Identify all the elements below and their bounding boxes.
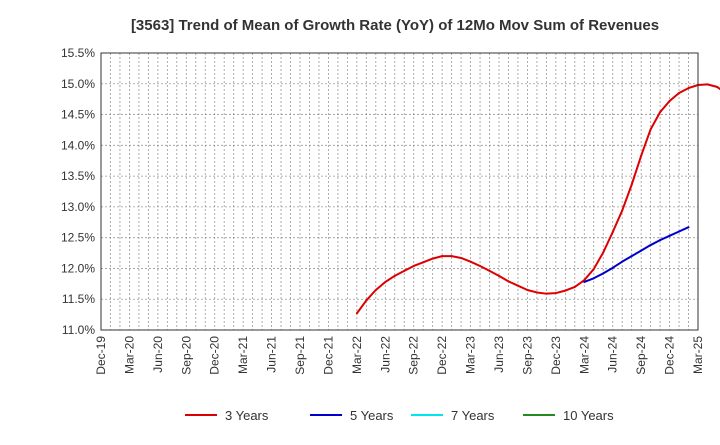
x-tick-label: Mar-25 (691, 336, 705, 374)
data-point (365, 299, 368, 302)
data-point (384, 280, 387, 283)
data-point (592, 277, 595, 280)
data-point (403, 269, 406, 272)
data-point (479, 264, 482, 267)
x-tick-label: Mar-24 (577, 336, 591, 374)
x-tick-label: Dec-22 (435, 336, 449, 375)
data-point (535, 291, 538, 294)
data-point (602, 272, 605, 275)
data-point (649, 128, 652, 131)
y-tick-label: 14.0% (61, 138, 95, 152)
x-tick-label: Jun-24 (606, 336, 620, 373)
x-tick-label: Dec-19 (94, 336, 108, 375)
x-tick-label: Jun-20 (151, 336, 165, 373)
x-tick-label: Jun-21 (265, 336, 279, 373)
data-series (355, 83, 720, 315)
y-tick-label: 11.5% (62, 292, 95, 306)
x-tick-label: Sep-24 (634, 336, 648, 375)
x-axis: Dec-19 Mar-20 Jun-20 Sep-20 Dec-20 Mar-21 Jun-… (94, 336, 705, 375)
data-point (687, 87, 690, 90)
legend-label: 10 Years (563, 408, 614, 423)
data-point (611, 266, 614, 269)
data-point (516, 284, 519, 287)
data-point (526, 288, 529, 291)
x-tick-label: Sep-21 (293, 336, 307, 375)
data-point (592, 268, 595, 271)
x-tick-label: Mar-21 (236, 336, 250, 374)
data-point (507, 280, 510, 283)
x-tick-label: Mar-23 (464, 336, 478, 374)
data-point (422, 261, 425, 264)
y-tick-label: 13.0% (61, 200, 95, 214)
x-tick-label: Dec-21 (321, 336, 335, 375)
data-point (355, 312, 358, 315)
data-point (431, 257, 434, 260)
data-point (678, 92, 681, 95)
data-point (678, 230, 681, 233)
data-point (554, 292, 557, 295)
data-point (545, 292, 548, 295)
data-point (469, 260, 472, 263)
data-point (640, 249, 643, 252)
x-tick-label: Sep-20 (179, 336, 193, 375)
x-tick-label: Mar-22 (350, 336, 364, 374)
chart-title: [3563] Trend of Mean of Growth Rate (YoY… (131, 17, 659, 34)
legend-label: 7 Years (451, 408, 495, 423)
data-point (450, 255, 453, 258)
data-point (668, 100, 671, 103)
data-point (659, 239, 662, 242)
plot-area-frame (100, 52, 699, 331)
data-point (649, 244, 652, 247)
data-point (573, 285, 576, 288)
y-tick-label: 11.0% (62, 323, 95, 337)
legend: 3 Years 5 Years 7 Years 10 Years (185, 408, 614, 423)
data-point (630, 183, 633, 186)
data-point (583, 280, 586, 283)
data-point (630, 255, 633, 258)
data-point (412, 264, 415, 267)
x-tick-label: Sep-22 (407, 336, 421, 375)
data-point (374, 288, 377, 291)
series-line-1 (356, 83, 720, 314)
data-point (668, 234, 671, 237)
data-point (488, 269, 491, 272)
x-tick-label: Dec-20 (208, 336, 222, 375)
x-tick-label: Jun-23 (492, 336, 506, 373)
y-tick-label: 12.5% (61, 231, 95, 245)
y-tick-label: 15.0% (61, 77, 95, 91)
data-point (621, 260, 624, 263)
series-line-2 (583, 226, 689, 283)
data-point (564, 289, 567, 292)
y-tick-label: 13.5% (61, 169, 95, 183)
y-tick-label: 15.5% (61, 46, 95, 60)
y-tick-label: 14.5% (61, 108, 95, 122)
data-point (715, 85, 718, 88)
data-point (498, 274, 500, 277)
data-point (441, 255, 444, 258)
data-point (393, 274, 396, 277)
y-axis: 11.0% 11.5% 12.0% 12.5% 13.0% 13.5% 14.0% 14.5%… (61, 46, 95, 337)
y-tick-label: 12.0% (61, 261, 95, 275)
x-tick-label: Jun-22 (378, 336, 392, 373)
data-point (583, 279, 586, 282)
data-point (687, 226, 690, 229)
legend-label: 5 Years (350, 408, 394, 423)
data-point (640, 154, 643, 157)
x-tick-label: Mar-20 (122, 336, 136, 374)
x-tick-label: Dec-23 (549, 336, 563, 375)
data-point (611, 231, 614, 234)
legend-label: 3 Years (225, 408, 269, 423)
data-point (460, 256, 463, 259)
data-point (602, 251, 605, 254)
grid-lines (100, 52, 699, 331)
data-point (621, 209, 624, 212)
data-point (706, 83, 709, 86)
x-tick-label: Sep-23 (520, 336, 534, 375)
data-point (659, 111, 662, 114)
x-tick-label: Dec-24 (663, 336, 677, 375)
